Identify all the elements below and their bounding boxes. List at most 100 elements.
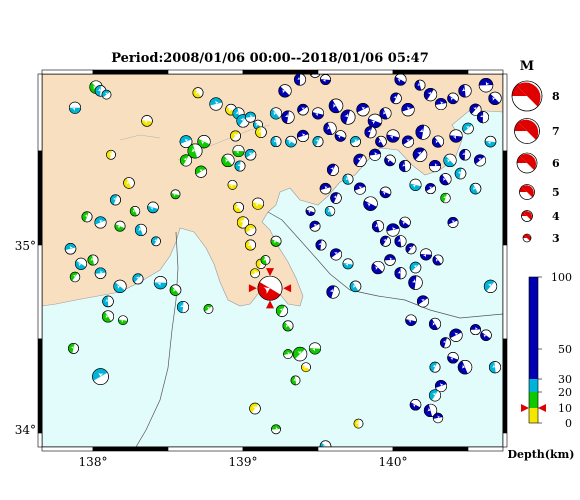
event-mechanism <box>81 211 93 223</box>
event-mechanism <box>473 154 487 167</box>
magnitude-legend: M 8 7 6 5 4 3 <box>511 59 560 245</box>
magnitude-legend-label: 6 <box>552 157 560 170</box>
event-mechanism <box>408 275 423 290</box>
event-mechanism <box>401 103 415 117</box>
event-mechanism <box>409 261 422 274</box>
event-mechanism <box>260 255 271 265</box>
event-mechanism <box>251 197 265 210</box>
depth-bar-deep <box>529 277 538 379</box>
event-mechanism <box>123 177 135 189</box>
depth-tick-label: 50 <box>558 343 572 356</box>
lat-label-35: 35° <box>15 239 36 253</box>
event-mechanism <box>68 342 79 354</box>
event-mechanism <box>353 153 367 168</box>
event-mechanism <box>323 121 337 136</box>
depth-legend-unit: Depth(km) <box>508 448 575 461</box>
event-mechanism <box>394 74 407 86</box>
event-mechanism <box>431 135 445 148</box>
event-mechanism <box>394 267 407 280</box>
highlight-marker <box>266 268 274 277</box>
trench-line <box>267 211 503 319</box>
frame-tick-left <box>37 432 43 448</box>
depth-tick-label: 20 <box>558 386 572 399</box>
frame-tick-top <box>317 69 394 75</box>
event-mechanism <box>447 216 459 228</box>
event-mechanism <box>363 196 378 211</box>
event-mechanism <box>106 149 116 160</box>
event-mechanism <box>113 279 127 293</box>
event-mechanism <box>409 399 422 411</box>
event-mechanism <box>367 113 383 129</box>
event-mechanism <box>429 361 441 373</box>
event-mechanism <box>87 254 99 266</box>
event-mechanism <box>324 205 336 217</box>
frame-tick-bottom <box>392 446 469 452</box>
event-mechanism <box>443 153 457 168</box>
event-mechanism <box>405 314 417 326</box>
event-mechanism <box>425 183 436 195</box>
event-mechanism <box>270 235 282 247</box>
event-mechanism <box>308 342 322 355</box>
event-mechanism <box>434 379 448 393</box>
event-mechanism <box>101 89 112 100</box>
event-mechanism <box>293 74 307 86</box>
magnitude-legend-item: 6 <box>516 152 560 174</box>
event-mechanism <box>245 111 256 123</box>
event-mechanism <box>454 167 467 180</box>
event-mechanism <box>153 275 168 290</box>
map-title: Period:2008/01/06 00:00--2018/01/06 05:4… <box>111 51 429 66</box>
highlight-event <box>257 275 283 301</box>
magnitude-legend-item: 8 <box>511 80 560 112</box>
event-mechanism <box>384 254 396 266</box>
event-mechanism <box>457 360 473 375</box>
event-mechanism <box>412 147 428 162</box>
event-mechanism <box>234 160 246 172</box>
lon-label-139: 139° <box>229 455 258 469</box>
event-mechanism <box>432 412 444 424</box>
magnitude-legend-item: 4 <box>521 210 560 223</box>
depth-marker-right <box>538 404 546 412</box>
event-mechanism <box>132 273 144 285</box>
event-mechanism <box>458 84 472 98</box>
event-mechanism <box>278 84 292 98</box>
trench-line-west <box>135 231 179 447</box>
event-mechanism <box>134 223 148 237</box>
frame-tick-right <box>502 150 508 246</box>
event-mechanism <box>419 248 433 261</box>
event-mechanism <box>275 304 289 317</box>
event-mechanism <box>428 159 442 173</box>
event-mechanism <box>290 375 301 386</box>
frame-tick-top <box>41 69 94 75</box>
depth-tick-label: 100 <box>551 271 572 284</box>
event-mechanism <box>94 216 107 229</box>
event-mechanism <box>330 192 342 204</box>
event-mechanism <box>379 107 392 120</box>
frame-tick-left <box>37 338 43 434</box>
event-mechanism <box>394 235 407 248</box>
event-mechanism <box>232 144 245 158</box>
event-mechanism <box>249 402 261 415</box>
event-mechanism <box>179 154 193 167</box>
event-mechanism <box>192 87 204 99</box>
event-mechanism <box>141 115 153 127</box>
event-mechanism <box>94 267 107 279</box>
event-mechanism <box>386 129 400 143</box>
event-mechanism <box>488 361 502 374</box>
highlight-marker <box>283 284 292 293</box>
event-mechanism <box>405 243 417 255</box>
frame-tick-bottom <box>41 446 94 452</box>
depth-tick-label: 0 <box>565 417 572 430</box>
event-mechanism <box>319 440 332 447</box>
event-mechanism <box>414 79 426 91</box>
event-mechanism <box>423 403 438 418</box>
highlight-marker <box>248 284 257 293</box>
event-mechanism <box>349 280 362 293</box>
event-mechanism <box>319 182 332 195</box>
frame-tick-bottom <box>167 446 244 452</box>
event-mechanism <box>480 329 492 341</box>
depth-bar-mid <box>529 379 538 392</box>
event-mechanism <box>227 179 238 190</box>
event-mechanism <box>170 189 181 200</box>
